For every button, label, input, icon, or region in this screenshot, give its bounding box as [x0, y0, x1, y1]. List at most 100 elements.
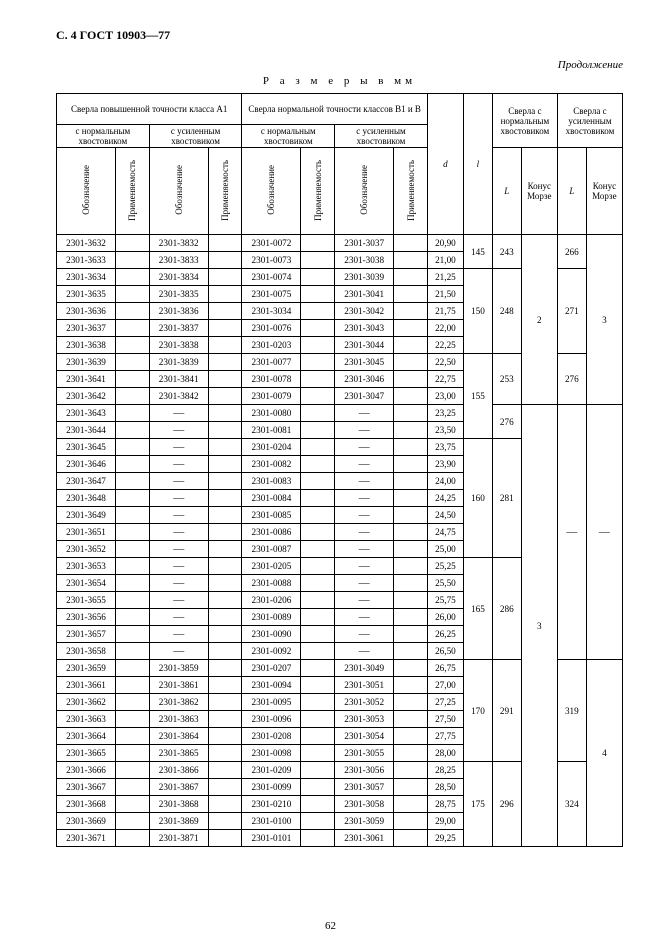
table-cell — [116, 439, 150, 456]
table-cell: 21,75 — [427, 303, 463, 320]
table-cell: — — [335, 490, 394, 507]
table-cell: 2301-3038 — [335, 252, 394, 269]
table-cell: 2301-0077 — [242, 354, 301, 371]
table-cell — [301, 490, 335, 507]
table-cell — [301, 728, 335, 745]
table-cell: 266 — [557, 235, 586, 269]
table-cell: — — [335, 456, 394, 473]
table-cell — [301, 745, 335, 762]
table-cell — [301, 473, 335, 490]
table-cell — [301, 626, 335, 643]
table-cell: 25,25 — [427, 558, 463, 575]
table-cell: 319 — [557, 660, 586, 762]
table-cell — [208, 830, 242, 847]
table-cell — [394, 354, 428, 371]
table-cell: 2301-0101 — [242, 830, 301, 847]
dimensions-label: Р а з м е р ы в мм — [56, 75, 623, 87]
table-cell: 24,50 — [427, 507, 463, 524]
table-cell: 2301-0095 — [242, 694, 301, 711]
table-cell — [208, 507, 242, 524]
table-cell — [208, 337, 242, 354]
table-cell: 2301-0090 — [242, 626, 301, 643]
table-cell — [208, 728, 242, 745]
th-b-reinf: с усиленным хвостовиком — [335, 125, 428, 148]
table-cell: 2301-0208 — [242, 728, 301, 745]
table-cell: — — [149, 609, 208, 626]
table-cell — [208, 541, 242, 558]
table-cell — [301, 371, 335, 388]
th-applic-2: Применяемость — [208, 148, 242, 235]
table-cell — [301, 677, 335, 694]
table-cell: 2301-3647 — [57, 473, 116, 490]
table-cell: 2301-3034 — [242, 303, 301, 320]
table-cell — [301, 592, 335, 609]
table-cell: 2301-3655 — [57, 592, 116, 609]
table-cell — [301, 439, 335, 456]
table-cell: 20,90 — [427, 235, 463, 252]
table-cell — [394, 728, 428, 745]
table-cell: 28,50 — [427, 779, 463, 796]
table-cell — [301, 643, 335, 660]
table-cell: — — [149, 473, 208, 490]
table-cell — [116, 660, 150, 677]
table-cell: 27,50 — [427, 711, 463, 728]
table-cell: 2301-0084 — [242, 490, 301, 507]
table-cell: 2301-3863 — [149, 711, 208, 728]
table-cell: 23,75 — [427, 439, 463, 456]
table-cell — [301, 609, 335, 626]
table-cell — [116, 541, 150, 558]
table-cell: 2301-0207 — [242, 660, 301, 677]
table-cell — [116, 286, 150, 303]
table-cell: 2301-0076 — [242, 320, 301, 337]
table-cell: 2301-3666 — [57, 762, 116, 779]
table-cell: — — [335, 422, 394, 439]
table-cell — [208, 354, 242, 371]
table-cell — [394, 745, 428, 762]
table-cell: 2301-3638 — [57, 337, 116, 354]
table-cell — [301, 762, 335, 779]
table-cell — [208, 422, 242, 439]
th-desig-3: Обозначение — [242, 148, 301, 235]
table-cell — [394, 371, 428, 388]
table-cell — [116, 235, 150, 252]
table-cell — [116, 337, 150, 354]
table-cell: 2301-0209 — [242, 762, 301, 779]
table-cell: 2301-3667 — [57, 779, 116, 796]
table-cell: 2301-3642 — [57, 388, 116, 405]
table-cell: — — [335, 541, 394, 558]
th-d: d — [427, 94, 463, 235]
table-cell: 2301-3641 — [57, 371, 116, 388]
table-cell — [394, 405, 428, 422]
table-cell: — — [149, 575, 208, 592]
table-cell: 2301-0079 — [242, 388, 301, 405]
table-cell: 2301-0082 — [242, 456, 301, 473]
table-cell: 175 — [463, 762, 492, 847]
table-cell — [208, 456, 242, 473]
table-cell — [301, 286, 335, 303]
table-cell: 2301-3645 — [57, 439, 116, 456]
table-cell: 2301-0204 — [242, 439, 301, 456]
th-applic-1: Применяемость — [116, 148, 150, 235]
table-cell — [394, 711, 428, 728]
table-cell — [208, 660, 242, 677]
table-cell — [116, 354, 150, 371]
table-cell: — — [149, 643, 208, 660]
table-cell: 3 — [586, 235, 622, 405]
table-cell: 2301-3652 — [57, 541, 116, 558]
table-cell: 2301-3658 — [57, 643, 116, 660]
table-cell — [208, 592, 242, 609]
table-cell — [301, 337, 335, 354]
table-cell — [116, 643, 150, 660]
table-cell: 2301-0206 — [242, 592, 301, 609]
table-cell — [116, 626, 150, 643]
table-cell: 2301-3648 — [57, 490, 116, 507]
table-cell: 22,75 — [427, 371, 463, 388]
table-cell — [208, 388, 242, 405]
table-cell: 27,25 — [427, 694, 463, 711]
table-cell — [394, 303, 428, 320]
table-cell: 2301-3651 — [57, 524, 116, 541]
table-cell — [116, 507, 150, 524]
table-cell: — — [335, 558, 394, 575]
table-cell — [116, 745, 150, 762]
table-cell: 2301-3839 — [149, 354, 208, 371]
